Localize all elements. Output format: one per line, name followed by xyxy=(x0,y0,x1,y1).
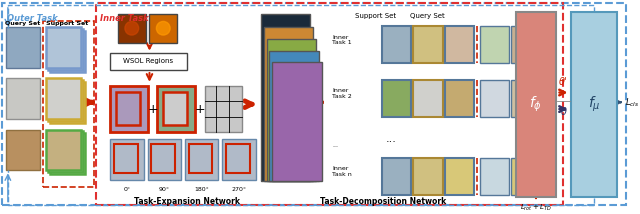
Text: WSOL Regions: WSOL Regions xyxy=(124,58,173,64)
Text: ...: ... xyxy=(386,134,397,144)
Text: Support Set: Support Set xyxy=(355,13,396,19)
Bar xyxy=(264,27,313,181)
Bar xyxy=(381,158,411,195)
Bar xyxy=(97,3,563,205)
Bar xyxy=(189,144,212,173)
Bar xyxy=(46,27,81,68)
Bar xyxy=(445,26,474,63)
Bar xyxy=(118,14,145,43)
Bar xyxy=(48,131,83,172)
Bar xyxy=(116,92,140,125)
Bar xyxy=(381,80,411,117)
Bar xyxy=(157,86,195,132)
Bar xyxy=(445,158,474,195)
Bar xyxy=(46,129,81,170)
Bar xyxy=(511,80,541,117)
Bar xyxy=(511,158,541,195)
Bar xyxy=(413,26,443,63)
Ellipse shape xyxy=(156,21,170,35)
Text: 180°: 180° xyxy=(194,187,209,192)
Bar xyxy=(114,144,138,173)
Bar xyxy=(269,51,319,181)
Bar xyxy=(260,14,310,181)
Bar xyxy=(266,39,316,181)
Text: Inner
Task 1: Inner Task 1 xyxy=(332,34,352,45)
Bar xyxy=(110,53,187,70)
Bar xyxy=(50,31,84,72)
Text: Task-Expansion Network: Task-Expansion Network xyxy=(134,197,240,206)
Text: Task-Decomposition Network: Task-Decomposition Network xyxy=(321,197,447,206)
Text: Inner
Task n: Inner Task n xyxy=(332,166,352,177)
Bar xyxy=(6,129,40,170)
Text: Query Set: Query Set xyxy=(410,13,445,19)
Bar xyxy=(222,139,256,180)
Bar xyxy=(148,139,181,180)
Text: 90°: 90° xyxy=(159,187,170,192)
Bar xyxy=(50,82,84,123)
Bar xyxy=(413,158,443,195)
Text: +: + xyxy=(147,103,157,116)
Bar xyxy=(150,14,177,43)
Text: Inner Task: Inner Task xyxy=(100,14,149,23)
Text: Query Set: Query Set xyxy=(5,21,40,26)
Bar xyxy=(185,139,218,180)
Bar xyxy=(46,78,81,119)
Bar xyxy=(511,26,541,63)
Bar xyxy=(6,27,40,68)
Bar xyxy=(163,92,187,125)
Bar xyxy=(50,133,84,174)
Ellipse shape xyxy=(125,21,139,35)
Bar xyxy=(226,144,250,173)
Text: 270°: 270° xyxy=(232,187,246,192)
Bar xyxy=(48,80,83,121)
Bar xyxy=(480,158,509,195)
Text: θ: θ xyxy=(561,107,566,117)
Bar xyxy=(110,139,143,180)
Text: 0°: 0° xyxy=(124,187,131,192)
Bar xyxy=(445,80,474,117)
Text: ...: ... xyxy=(332,143,339,148)
Text: θ': θ' xyxy=(559,77,568,87)
Bar xyxy=(48,29,83,70)
Bar xyxy=(381,26,411,63)
Bar xyxy=(205,86,242,132)
Text: $L_{cls}$: $L_{cls}$ xyxy=(625,96,639,108)
Bar xyxy=(516,12,556,197)
Bar xyxy=(413,80,443,117)
Bar xyxy=(44,21,95,187)
Text: Support Set: Support Set xyxy=(46,21,88,26)
Bar xyxy=(480,80,509,117)
Text: $f_\mu$: $f_\mu$ xyxy=(588,95,600,114)
Bar xyxy=(273,62,321,181)
Bar xyxy=(480,26,509,63)
Text: Outer Task: Outer Task xyxy=(7,14,58,23)
Text: Inner
Task 2: Inner Task 2 xyxy=(332,88,352,99)
Bar xyxy=(152,144,175,173)
Bar xyxy=(572,12,616,197)
Bar xyxy=(110,86,148,132)
Text: $f_\phi$: $f_\phi$ xyxy=(529,95,543,114)
Bar xyxy=(6,78,40,119)
Text: $L_{rot} + L_{TD}$: $L_{rot} + L_{TD}$ xyxy=(520,203,552,213)
Text: +: + xyxy=(195,103,205,116)
